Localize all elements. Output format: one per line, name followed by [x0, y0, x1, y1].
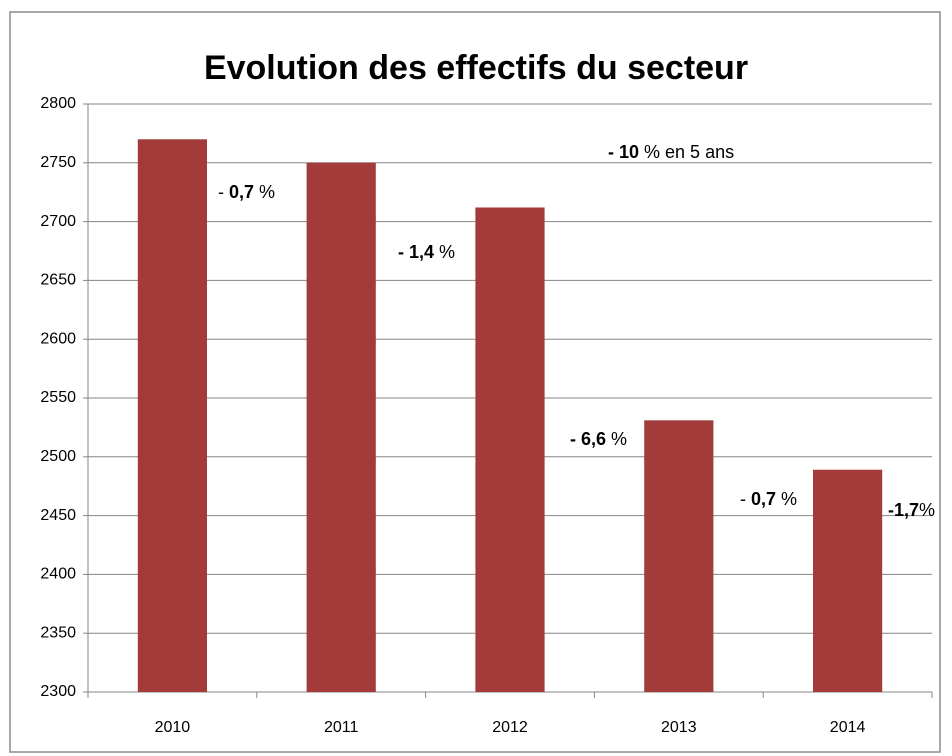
- bar: [475, 207, 545, 692]
- annotation-part: -: [218, 182, 229, 202]
- x-tick-label: 2010: [155, 719, 191, 736]
- annotation: - 0,7 %: [218, 182, 275, 202]
- bar: [306, 162, 376, 693]
- bar: [812, 469, 883, 692]
- y-tick-label: 2700: [40, 213, 76, 230]
- annotation-part: -1,7: [888, 500, 919, 520]
- annotation-part: - 6,6: [570, 429, 606, 449]
- y-tick-label: 2550: [40, 389, 76, 406]
- annotation-part: %: [919, 500, 935, 520]
- x-tick-label: 2014: [830, 719, 866, 736]
- y-tick-label: 2350: [40, 624, 76, 641]
- annotation-part: - 10: [608, 142, 639, 162]
- x-tick-label: 2011: [324, 719, 359, 736]
- y-tick-label: 2450: [40, 507, 76, 524]
- y-tick-label: 2750: [40, 154, 76, 171]
- y-tick-label: 2400: [40, 566, 76, 583]
- annotation-part: -: [740, 489, 751, 509]
- annotation-part: %: [606, 429, 627, 449]
- chart-title: Evolution des effectifs du secteur: [204, 49, 748, 87]
- annotation-part: - 1,4: [398, 242, 434, 262]
- annotation-part: 0,7: [751, 489, 776, 509]
- x-tick-label: 2013: [661, 719, 697, 736]
- annotation-part: %: [254, 182, 275, 202]
- x-tick-label: 2012: [492, 719, 528, 736]
- annotation: - 10 % en 5 ans: [608, 142, 734, 162]
- y-tick-label: 2600: [40, 330, 76, 347]
- annotation: - 0,7 %: [740, 489, 797, 509]
- annotation: - 6,6 %: [570, 429, 627, 449]
- annotation: - 1,4 %: [398, 242, 455, 262]
- annotation-part: %: [434, 242, 455, 262]
- y-tick-label: 2500: [40, 448, 76, 465]
- y-tick-label: 2800: [40, 95, 76, 112]
- annotation-part: % en 5 ans: [639, 142, 734, 162]
- annotation-part: 0,7: [229, 182, 254, 202]
- annotation: -1,7%: [888, 500, 935, 520]
- bar: [137, 139, 208, 692]
- bar: [644, 420, 714, 692]
- y-tick-label: 2650: [40, 272, 76, 289]
- y-tick-label: 2300: [40, 683, 76, 700]
- annotation-part: %: [776, 489, 797, 509]
